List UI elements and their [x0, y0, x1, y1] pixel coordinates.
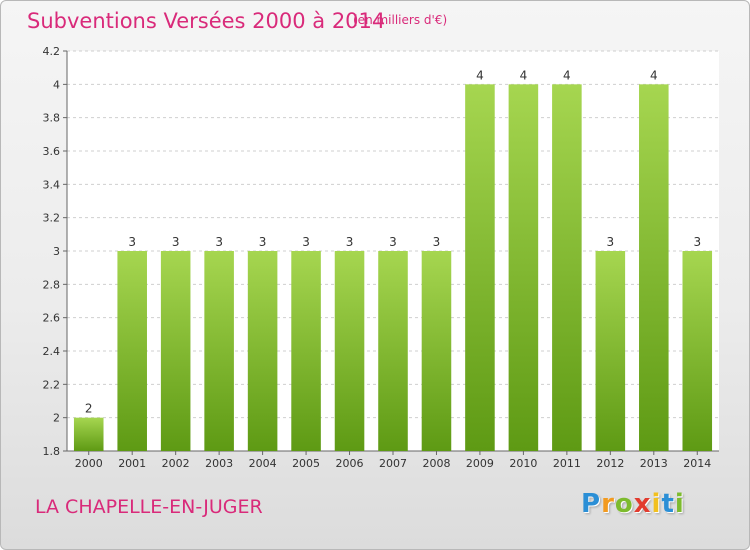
y-tick-label: 2.8 [43, 278, 61, 291]
x-tick-label: 2014 [683, 457, 711, 470]
bar-value-label: 3 [259, 235, 267, 249]
x-tick-label: 2011 [553, 457, 581, 470]
bar-value-label: 4 [520, 68, 528, 82]
bar-value-label: 3 [128, 235, 136, 249]
proxiti-logo: Proxiti [581, 489, 685, 519]
logo-letter: x [633, 489, 652, 519]
bar-value-label: 3 [215, 235, 223, 249]
x-tick-label: 2004 [249, 457, 277, 470]
bar [73, 417, 104, 451]
logo-letter: o [614, 489, 634, 519]
x-tick-label: 2005 [292, 457, 320, 470]
bar [204, 251, 234, 451]
commune-name: LA CHAPELLE-EN-JUGER [35, 496, 263, 518]
bar [465, 84, 495, 451]
bar [378, 251, 408, 451]
bar [639, 84, 669, 451]
logo-letter: t [661, 489, 675, 519]
x-tick-label: 2006 [336, 457, 364, 470]
x-tick-label: 2000 [75, 457, 103, 470]
y-tick-label: 1.8 [43, 445, 61, 458]
x-tick-label: 2008 [422, 457, 450, 470]
y-tick-label: 3.4 [43, 178, 61, 191]
y-tick-label: 3.8 [43, 112, 61, 125]
y-tick-label: 3 [53, 245, 60, 258]
bar [117, 251, 147, 451]
bar-value-label: 3 [607, 235, 615, 249]
x-tick-label: 2002 [162, 457, 190, 470]
y-tick-label: 2.6 [43, 312, 61, 325]
y-tick-label: 4.2 [43, 45, 61, 58]
bar [421, 251, 452, 451]
bar [247, 251, 278, 451]
y-tick-label: 2.2 [43, 378, 61, 391]
bar-value-label: 4 [563, 68, 571, 82]
bar-value-label: 3 [433, 235, 441, 249]
bar [552, 84, 582, 451]
bar [334, 251, 365, 451]
y-tick-label: 2.4 [43, 345, 61, 358]
logo-letter: P [581, 489, 602, 519]
y-tick-label: 2 [53, 412, 60, 425]
bar-value-label: 3 [693, 235, 701, 249]
x-tick-label: 2010 [509, 457, 537, 470]
y-tick-label: 3.6 [43, 145, 61, 158]
logo-letter: r [601, 489, 615, 519]
y-tick-label: 3.2 [43, 212, 61, 225]
bar-value-label: 2 [85, 402, 93, 416]
bar-value-label: 4 [476, 68, 484, 82]
bar [682, 251, 713, 451]
x-tick-label: 2013 [640, 457, 668, 470]
bar [595, 251, 626, 451]
logo-letter: i [674, 489, 685, 519]
x-tick-label: 2007 [379, 457, 407, 470]
bar-value-label: 3 [302, 235, 310, 249]
chart-title: Subventions Versées 2000 à 2014 [27, 9, 386, 33]
bar-value-label: 4 [650, 68, 658, 82]
logo-letter: i [651, 489, 662, 519]
bar-value-label: 3 [389, 235, 397, 249]
chart-subtitle: (en milliers d'€) [353, 13, 448, 27]
bar-value-label: 3 [346, 235, 354, 249]
y-tick-label: 4 [53, 78, 60, 91]
x-tick-label: 2009 [466, 457, 494, 470]
bar [160, 251, 191, 451]
x-tick-label: 2003 [205, 457, 233, 470]
bar [508, 84, 539, 451]
bar [291, 251, 321, 451]
x-tick-label: 2001 [118, 457, 146, 470]
bar-value-label: 3 [172, 235, 180, 249]
x-tick-label: 2012 [596, 457, 624, 470]
